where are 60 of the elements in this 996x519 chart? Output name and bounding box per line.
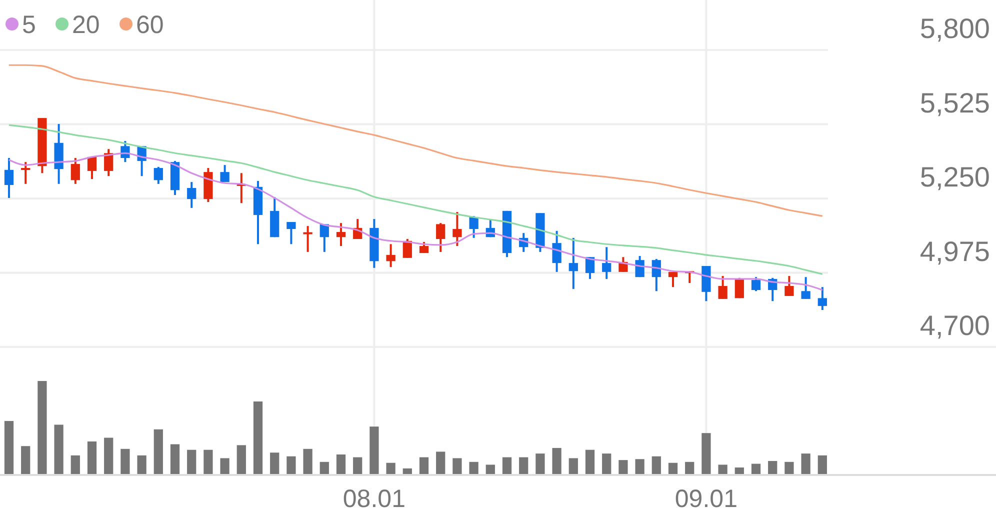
bar [320,462,329,474]
bar [502,457,512,474]
bar [419,457,429,474]
bar [303,448,312,474]
bar [253,401,263,474]
bar [70,455,80,474]
bar [54,424,64,474]
bar [768,460,778,474]
bar [602,454,612,474]
bar [536,454,545,474]
bar [818,455,827,474]
bar [552,448,562,474]
bar [751,464,761,474]
legend-label: 20 [72,11,100,39]
bar [635,459,644,474]
bar [187,450,196,474]
legend-label: 5 [22,11,36,39]
bar [734,467,744,474]
bar [170,444,180,474]
bar [702,433,711,474]
bar [784,462,794,474]
bar [104,438,114,474]
bar [519,457,528,474]
y-tick-label: 4,700 [920,310,990,341]
bar [21,446,30,474]
bar [286,456,296,474]
bar [4,420,14,474]
bar [486,464,495,474]
y-tick-label: 4,975 [920,236,990,267]
bar [469,462,478,474]
bar [154,429,163,474]
bar [452,458,462,474]
y-tick-label: 5,525 [920,87,990,118]
bar [718,464,728,474]
bar [370,426,379,474]
bar [336,454,346,474]
bar [220,458,230,474]
legend-label: 60 [136,11,164,39]
x-tick-label: 08.01 [342,485,406,513]
bar [652,456,661,474]
bar [38,381,47,474]
bar [236,445,246,474]
bar [137,455,146,474]
y-tick-label: 5,800 [920,13,990,44]
bar [568,458,578,474]
bar [685,462,694,474]
bar [87,441,97,474]
bar [386,462,396,474]
bar [585,450,595,474]
x-tick-label: 09.01 [674,485,738,513]
bar [668,462,678,474]
bar [353,457,362,474]
bar [402,468,412,474]
bar [204,450,213,474]
bar [436,452,446,474]
bar [120,448,130,474]
bar [618,460,628,474]
bar [270,452,280,474]
bar [801,454,810,474]
y-tick-label: 5,250 [920,162,990,192]
